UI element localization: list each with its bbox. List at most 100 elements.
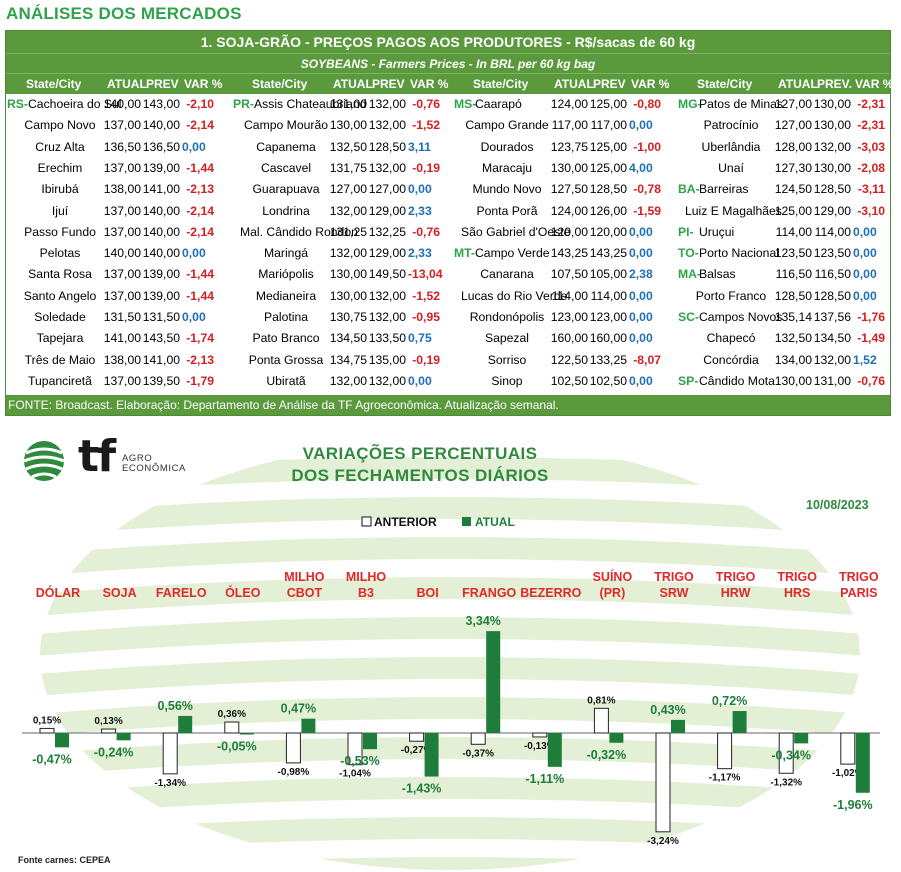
price-atual: 114,00 (551, 288, 588, 303)
price-atual: 102,50 (550, 373, 588, 388)
bar-anterior (409, 732, 425, 742)
column-header: PREV (146, 77, 179, 91)
price-prev: 143,25 (589, 246, 627, 261)
city-name: Canarana (480, 267, 534, 282)
price-prev: 132,00 (368, 288, 406, 303)
price-prev: 129,00 (813, 203, 851, 218)
var-pct: 0,75 (408, 331, 432, 346)
price-atual: 137,00 (103, 203, 141, 218)
price-atual: 122,50 (550, 352, 588, 367)
price-prev: 132,00 (813, 139, 851, 154)
price-prev: 114,00 (590, 288, 627, 303)
price-prev: 123,50 (813, 246, 851, 261)
bar-anterior (655, 732, 671, 833)
table-body: RS- Cachoeira do Sul 140,00 143,00 -2,10 Camp… (6, 94, 890, 394)
price-prev: 139,00 (142, 160, 180, 175)
city-name: Lucas do Rio Verde (461, 288, 568, 303)
price-atual: 125,00 (774, 203, 812, 218)
column-header: VAR % (631, 77, 670, 91)
legend-label-atual: ATUAL (475, 515, 515, 529)
page-title: ANÁLISES DOS MERCADOS (6, 4, 242, 23)
var-pct: -1,49 (857, 331, 885, 346)
state-code: SP- (678, 373, 699, 388)
background-watermark (40, 457, 860, 870)
city-name: Ponta Porã (476, 203, 538, 218)
city-name: Mal. Cândido Rondon (240, 224, 358, 239)
bar-atual (178, 715, 193, 733)
value-label-atual: 0,43% (650, 703, 685, 717)
price-prev: 130,00 (813, 118, 851, 133)
price-prev: 130,00 (813, 97, 851, 111)
city-name: Ubiratã (266, 373, 306, 388)
price-prev: 132,00 (368, 118, 406, 133)
price-prev: 102,50 (589, 373, 627, 388)
column-header: ATUAL (107, 77, 147, 91)
column-header: ATUAL (554, 77, 594, 91)
city-name: Unaí (718, 160, 744, 175)
var-pct: -2,10 (186, 97, 214, 111)
var-pct: -1,52 (412, 288, 440, 303)
state-code: PR- (233, 97, 254, 111)
var-pct: -3,11 (857, 182, 885, 197)
var-pct: -3,10 (857, 203, 885, 218)
leaf-globe-icon (23, 441, 65, 481)
value-label-anterior: -0,98% (278, 767, 310, 778)
price-atual: 132,00 (329, 373, 367, 388)
column-header: State/City (473, 77, 529, 91)
state-code: MT- (454, 246, 475, 261)
city-name: Medianeira (255, 288, 317, 303)
table-column-headers: State/City ATUAL PREV VAR % State/City ATUAL P… (6, 73, 894, 94)
var-pct: -0,19 (412, 160, 440, 175)
column-header: PREV (372, 77, 405, 91)
price-atual: 127,00 (329, 182, 367, 197)
var-pct: 1,52 (853, 352, 877, 367)
legend-swatch-anterior (361, 516, 372, 527)
price-atual: 130,00 (774, 373, 812, 388)
column-header: VAR % (855, 77, 894, 91)
value-label-anterior: -1,32% (770, 777, 802, 788)
category-label: FARELO (156, 586, 207, 600)
price-atual: 130,00 (550, 160, 588, 175)
price-atual: 137,00 (103, 118, 141, 133)
price-prev: 123,00 (589, 310, 627, 324)
var-pct: -2,31 (857, 118, 885, 133)
value-label-atual: -0,32% (587, 748, 627, 762)
value-label-atual: -0,53% (340, 754, 380, 768)
var-pct: 0,00 (182, 246, 206, 261)
bar-atual (855, 733, 870, 793)
price-atual: 135,14 (774, 310, 812, 324)
price-atual: 124,50 (774, 182, 812, 197)
price-atual: 138,00 (103, 352, 141, 367)
price-atual: 131,00 (329, 97, 367, 111)
var-pct: 0,00 (629, 331, 653, 346)
soy-price-table: 1. SOJA-GRÃO - PREÇOS PAGOS AOS PRODUTOR… (5, 30, 894, 416)
var-pct: -1,74 (186, 331, 214, 346)
price-prev: 133,25 (589, 352, 627, 367)
bar-anterior (224, 721, 240, 734)
value-label-anterior: -1,02% (832, 768, 864, 779)
category-label: SOJA (103, 586, 137, 600)
city-name: Londrina (262, 203, 310, 218)
city-name: Maringá (263, 246, 309, 261)
category-label: PARIS (840, 586, 877, 600)
price-atual: 140,00 (103, 246, 141, 261)
price-atual: 123,50 (774, 246, 812, 261)
price-atual: 137,00 (103, 288, 141, 303)
price-prev: 120,00 (589, 224, 627, 239)
chart-area: tf AGRO ECONÔMICA VARIAÇÕES PERCENTUAIS … (0, 425, 901, 872)
bar-anterior (285, 732, 301, 764)
bar-atual (794, 733, 809, 744)
city-name: Campo Verde (475, 246, 550, 261)
var-pct: -0,76 (412, 224, 440, 239)
price-prev: 128,50 (589, 182, 627, 197)
price-prev: 125,00 (589, 139, 627, 154)
price-atual: 127,00 (774, 118, 812, 133)
value-label-anterior: -0,27% (401, 745, 433, 756)
value-label-atual: -0,24% (94, 745, 134, 759)
var-pct: -13,04 (408, 267, 443, 282)
price-atual: 123,00 (550, 310, 588, 324)
state-code: RS- (7, 97, 28, 111)
price-prev: 131,00 (813, 373, 851, 388)
bar-anterior (778, 732, 794, 774)
value-label-anterior: 0,81% (587, 695, 615, 706)
